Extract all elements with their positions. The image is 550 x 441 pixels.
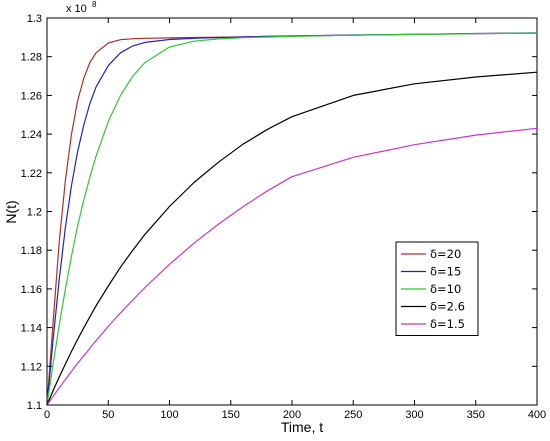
y-tick-label: 1.16: [21, 284, 42, 296]
y-tick-label: 1.12: [21, 361, 42, 373]
plot-frame: [46, 17, 538, 406]
x-tick-label: 350: [467, 409, 485, 421]
legend-label: δ=2.6: [430, 300, 465, 314]
legend: δ=20 δ=15 δ=10 δ=2.6 δ=1.5: [395, 241, 479, 336]
x-tick-label: 300: [405, 409, 423, 421]
x-axis-ticks: 0 50 100 150 200 250 300 350 400: [44, 18, 546, 421]
y-tick-label: 1.26: [21, 90, 42, 102]
series-layer: [46, 32, 538, 406]
y-tick-label: 1.1: [27, 400, 42, 412]
legend-label: δ=15: [430, 265, 461, 279]
x-tick-label: 50: [102, 409, 114, 421]
legend-label: δ=10: [430, 282, 461, 296]
x-axis-label: Time, t: [281, 419, 323, 435]
y-axis-label: N(t): [3, 200, 19, 223]
series-line-2: [46, 32, 538, 406]
legend-label: δ=1.5: [430, 317, 465, 331]
y-tick-label: 1.14: [21, 323, 42, 335]
legend-label: δ=20: [430, 247, 461, 261]
y-scale-label: x 10: [66, 3, 87, 15]
x-tick-label: 250: [344, 409, 362, 421]
x-tick-label: 400: [528, 409, 546, 421]
y-tick-label: 1.24: [21, 129, 42, 141]
y-tick-label: 1.18: [21, 245, 42, 257]
y-scale-exponent: 8: [92, 0, 97, 9]
y-axis-scale-factor: x 10 8: [66, 0, 97, 15]
x-tick-label: 0: [44, 409, 50, 421]
series-line-3: [46, 71, 538, 406]
y-tick-label: 1.3: [27, 13, 42, 25]
series-line-4: [46, 127, 538, 406]
y-axis-ticks: 1.1 1.12 1.14 1.16 1.18 1.2 1.22 1.24 1.26 1.28 1.…: [21, 13, 537, 412]
x-tick-label: 150: [222, 409, 240, 421]
y-tick-label: 1.2: [27, 207, 42, 219]
x-tick-label: 200: [283, 409, 301, 421]
y-tick-label: 1.22: [21, 168, 42, 180]
plot-area: [46, 17, 538, 406]
x-tick-label: 100: [160, 409, 178, 421]
y-tick-label: 1.28: [21, 52, 42, 64]
